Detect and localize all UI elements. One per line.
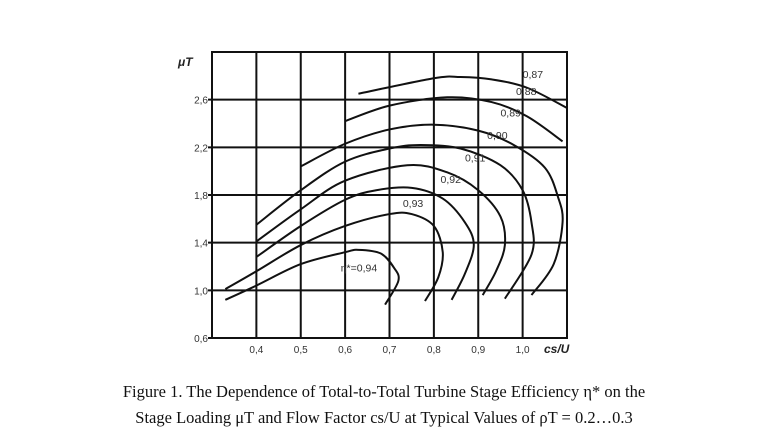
tick-labels: 0,4 0,5 0,6 0,7 0,8 0,9 1,0 0,6 1,0 1,4 1,8 2,2 2,6	[194, 96, 530, 356]
grid	[208, 51, 568, 339]
curve-label: 0,93	[403, 198, 424, 210]
x-tick-label: 0,8	[427, 345, 441, 356]
curve-label: 0,87	[523, 69, 544, 81]
y-tick-label: 1,8	[194, 191, 208, 202]
x-tick-label: 0,5	[294, 345, 308, 356]
x-tick-label: 0,9	[471, 345, 485, 356]
y-tick-label: 2,2	[194, 143, 208, 154]
caption-line-1: Figure 1. The Dependence of Total-to-Tot…	[122, 382, 646, 401]
efficiency-curve	[224, 211, 444, 302]
x-tick-label: 0,7	[383, 345, 397, 356]
efficiency-curve	[255, 143, 535, 300]
figure-caption: Figure 1. The Dependence of Total-to-Tot…	[0, 379, 768, 431]
y-axis-label: μT	[177, 55, 194, 69]
curve-label: 0,89	[500, 107, 521, 119]
efficiency-curve	[224, 248, 400, 306]
efficiency-curve	[255, 186, 475, 301]
efficiency-chart: 0,870,880,890,900,910,920,93η*=0,94 0,4 0…	[177, 51, 570, 356]
y-tick-label: 1,4	[194, 239, 208, 250]
curves	[224, 75, 568, 306]
curve-labels: 0,87 0,88 0,89 0,900,910,92 0,93 η*=0,94	[341, 69, 544, 274]
efficiency-curve	[255, 163, 507, 296]
efficiency-curve	[300, 123, 564, 296]
y-tick-label: 2,6	[194, 96, 208, 107]
curve-label: η*=0,94	[341, 262, 378, 274]
efficiency-curve	[344, 96, 564, 143]
y-tick-label: 0,6	[194, 334, 208, 345]
efficiency-curve	[358, 75, 568, 109]
curve-label: 0,88	[516, 86, 537, 98]
caption-line-2: Stage Loading μT and Flow Factor cs/U at…	[135, 408, 633, 427]
x-axis-label: cs/U	[544, 342, 570, 356]
x-tick-label: 0,4	[249, 345, 263, 356]
curve-label: 0,92	[441, 174, 462, 186]
y-tick-label: 1,0	[194, 286, 208, 297]
x-tick-label: 1,0	[516, 345, 530, 356]
curve-label: 0,91	[465, 153, 486, 165]
x-tick-label: 0,6	[338, 345, 352, 356]
curve-label: 0,90	[487, 130, 508, 142]
